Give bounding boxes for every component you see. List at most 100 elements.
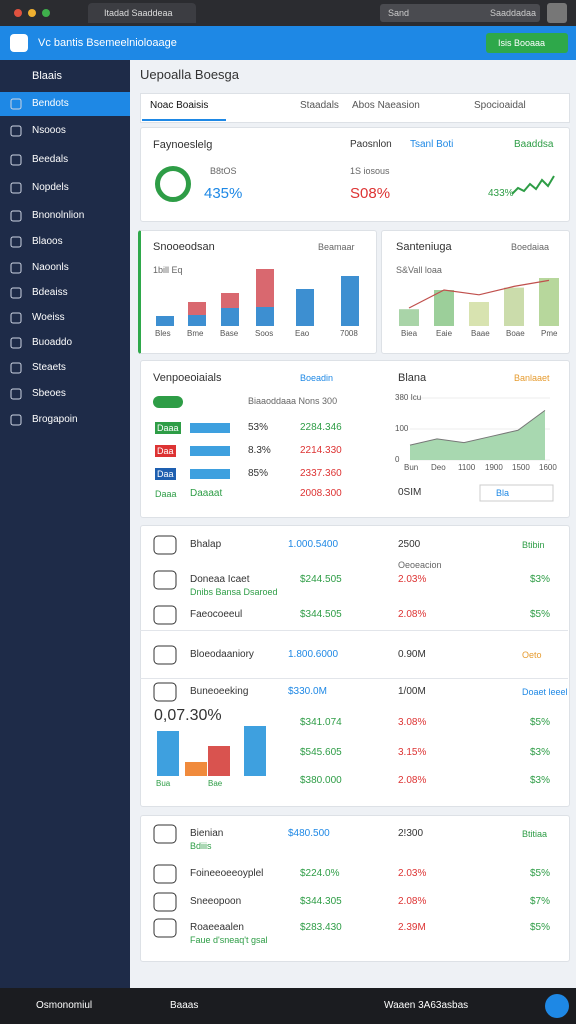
dot[interactable] bbox=[28, 9, 36, 17]
nav-icon bbox=[10, 236, 22, 248]
percent: 2.08% bbox=[398, 609, 427, 620]
count: 1/00M bbox=[398, 686, 426, 697]
value: 2337.360 bbox=[300, 468, 342, 479]
change: $5% bbox=[530, 922, 551, 933]
x-label: Boae bbox=[506, 329, 525, 338]
sidebar-item[interactable]: Sbeoes bbox=[32, 388, 66, 399]
amount: $224.0% bbox=[300, 868, 340, 879]
nav-icon bbox=[10, 154, 22, 166]
status: Btibin bbox=[522, 540, 545, 550]
list-card-2 bbox=[140, 815, 570, 962]
y-tick-label: 0 bbox=[395, 455, 400, 464]
metric-label: Paosnlon bbox=[350, 139, 392, 150]
change: $5% bbox=[530, 868, 551, 879]
x-label: Bun bbox=[404, 463, 419, 472]
amount: 1.800.6000 bbox=[288, 649, 339, 660]
status: Btitiaa bbox=[522, 829, 548, 839]
bar bbox=[157, 731, 179, 776]
row-icon bbox=[153, 535, 177, 555]
value: 2284.346 bbox=[300, 422, 342, 433]
summary-card bbox=[140, 127, 570, 222]
sidebar-item[interactable]: Nopdels bbox=[32, 182, 69, 193]
change: $5% bbox=[530, 609, 551, 620]
tab-title: Itadad Saaddeaa bbox=[104, 8, 173, 18]
sidebar-item[interactable]: Naoonls bbox=[32, 262, 69, 273]
amount: $244.505 bbox=[300, 574, 342, 585]
dropdown[interactable] bbox=[479, 484, 554, 502]
metric-label: 1S iosous bbox=[350, 166, 390, 176]
bar bbox=[504, 287, 524, 326]
sidebar-item[interactable]: Beedals bbox=[32, 154, 69, 165]
amount: $344.305 bbox=[300, 896, 342, 907]
sidebar-item[interactable]: Bdeaiss bbox=[32, 287, 68, 298]
button-label: Isis Booaaa bbox=[498, 38, 546, 48]
percent: 53% bbox=[248, 422, 269, 433]
logo[interactable] bbox=[10, 34, 28, 52]
search-text: Sand bbox=[388, 8, 410, 18]
tab[interactable]: Abos Naeasion bbox=[352, 100, 420, 111]
sidebar-item[interactable]: Steaets bbox=[32, 362, 66, 373]
tab[interactable]: Spocioaidal bbox=[474, 100, 526, 111]
metric-label: B8tOS bbox=[210, 166, 237, 176]
amount: $380.000 bbox=[300, 775, 342, 786]
tab[interactable]: Noac Boaisis bbox=[150, 100, 209, 111]
avatar[interactable] bbox=[547, 3, 567, 23]
sidebar-item[interactable]: Bendots bbox=[32, 98, 69, 109]
percent: 2.39M bbox=[398, 922, 426, 933]
change: $3% bbox=[530, 747, 551, 758]
footer-text: Baaas bbox=[170, 1000, 199, 1011]
row-icon bbox=[153, 570, 177, 590]
bar bbox=[188, 315, 206, 326]
bar bbox=[256, 269, 274, 307]
amount: $283.430 bbox=[300, 922, 342, 933]
amount: $341.074 bbox=[300, 717, 342, 728]
value: 2008.300 bbox=[300, 488, 342, 499]
x-label: 1100 bbox=[458, 463, 476, 472]
subtitle: 1bill Eq bbox=[153, 265, 183, 275]
row-name: Buneoeeking bbox=[190, 686, 249, 697]
subtitle: S&Vall loaa bbox=[396, 265, 442, 275]
dropdown-label: Bla bbox=[496, 488, 510, 498]
sidebar-item[interactable]: Nsooos bbox=[32, 125, 66, 136]
link: Boeadin bbox=[300, 373, 334, 383]
metric-label: Baaddsa bbox=[514, 139, 554, 150]
search-box[interactable] bbox=[380, 4, 540, 22]
sidebar-item[interactable]: Brogapoin bbox=[32, 414, 78, 425]
table-header: Biaaoddaaa Nons 300 bbox=[248, 396, 338, 406]
bar bbox=[341, 276, 359, 326]
percent: 2.08% bbox=[398, 775, 427, 786]
sidebar-heading: Blaais bbox=[32, 70, 62, 82]
row-icon bbox=[153, 918, 177, 938]
sidebar-item[interactable]: Blaoos bbox=[32, 236, 63, 247]
row-icon bbox=[153, 892, 177, 912]
chat-button[interactable] bbox=[545, 994, 569, 1018]
row-icon bbox=[153, 682, 177, 702]
x-label: Pme bbox=[541, 329, 558, 338]
dot[interactable] bbox=[42, 9, 50, 17]
tab[interactable] bbox=[88, 3, 196, 23]
amount: $545.605 bbox=[300, 747, 342, 758]
sidebar-item[interactable]: Woeiss bbox=[32, 312, 65, 323]
dot[interactable] bbox=[14, 9, 22, 17]
sidebar-item[interactable]: Buoaddo bbox=[32, 337, 73, 348]
row-name: Bhalap bbox=[190, 539, 222, 550]
metric-value: 435% bbox=[204, 185, 243, 202]
row-name: Bloeodaaniory bbox=[190, 649, 254, 660]
header-button[interactable] bbox=[486, 33, 568, 53]
x-label: 1600 bbox=[539, 463, 557, 472]
tab[interactable]: Staadals bbox=[300, 100, 339, 111]
percent: 8.3% bbox=[248, 445, 271, 456]
bar bbox=[244, 726, 266, 776]
card-title: Venpoeoiaials bbox=[153, 372, 222, 384]
sidebar-item[interactable]: Bnonolnlion bbox=[32, 210, 85, 221]
amount: $344.505 bbox=[300, 609, 342, 620]
x-label: Eao bbox=[295, 329, 310, 338]
donut bbox=[155, 166, 191, 202]
legend: Beamaar bbox=[318, 242, 355, 252]
footer-text: Waaen 3A63asbas bbox=[384, 1000, 469, 1011]
bar bbox=[256, 307, 274, 326]
row-name: Foineeoeeoyplel bbox=[190, 868, 264, 879]
legend: Boedaiaa bbox=[511, 242, 550, 252]
x-label: 1900 bbox=[485, 463, 503, 472]
